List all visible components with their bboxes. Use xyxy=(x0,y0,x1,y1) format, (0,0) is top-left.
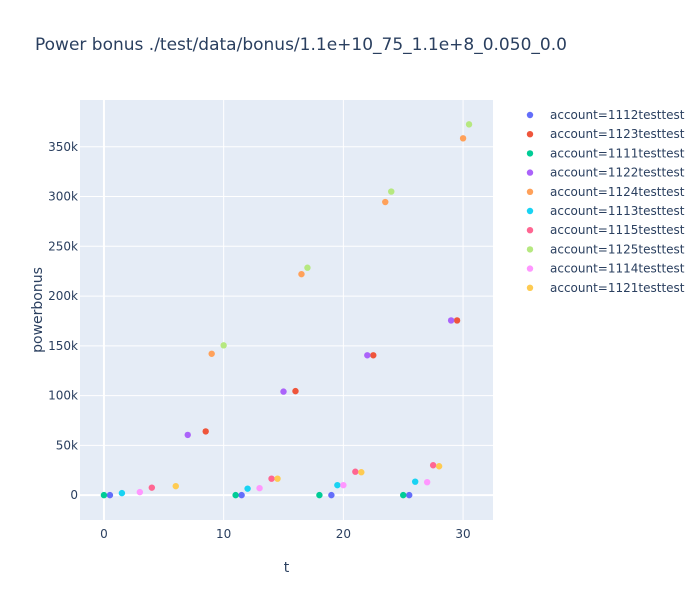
data-point[interactable] xyxy=(316,491,323,499)
data-point[interactable] xyxy=(172,482,179,490)
plot-background xyxy=(80,100,493,520)
data-point[interactable] xyxy=(358,469,365,476)
data-point[interactable] xyxy=(340,481,347,489)
data-point[interactable] xyxy=(268,475,275,482)
y-tick-label: 300k xyxy=(48,190,78,204)
y-tick-label: 250k xyxy=(48,239,78,253)
y-gridlines xyxy=(80,146,493,497)
data-point[interactable] xyxy=(465,121,473,128)
data-point[interactable] xyxy=(382,198,389,206)
x-tick-label: 0 xyxy=(100,527,108,541)
legend-item[interactable]: account=1124testtest xyxy=(526,185,685,199)
data-point[interactable] xyxy=(435,463,443,470)
legend-item[interactable]: account=1121testtest xyxy=(526,281,685,295)
data-point[interactable] xyxy=(364,352,371,359)
legend-item[interactable]: account=1125testtest xyxy=(526,242,685,256)
legend-label: account=1121testtest xyxy=(550,281,685,295)
legend-item[interactable]: account=1112testtest xyxy=(526,108,685,122)
data-point[interactable] xyxy=(202,428,209,435)
x-tick-labels: 0 10 20 30 xyxy=(100,527,471,541)
y-tick-label: 100k xyxy=(48,389,78,403)
data-point[interactable] xyxy=(274,475,281,482)
data-point[interactable] xyxy=(118,489,126,497)
legend-item[interactable]: account=1115testtest xyxy=(526,223,685,237)
y-tick-label: 350k xyxy=(48,140,78,154)
legend-marker xyxy=(526,284,534,291)
data-point[interactable] xyxy=(352,468,359,475)
data-point[interactable] xyxy=(447,317,455,324)
legend-label: account=1115testtest xyxy=(550,223,685,237)
data-point[interactable] xyxy=(244,485,251,492)
x-tick-label: 20 xyxy=(336,527,351,541)
data-point[interactable] xyxy=(400,491,407,499)
data-point[interactable] xyxy=(232,491,239,499)
x-tick-label: 30 xyxy=(455,527,470,541)
data-point[interactable] xyxy=(406,491,413,499)
legend-marker xyxy=(526,150,534,157)
data-point[interactable] xyxy=(280,388,287,395)
legend-label: account=1112testtest xyxy=(550,108,685,122)
data-point[interactable] xyxy=(304,264,311,271)
data-point[interactable] xyxy=(370,352,377,359)
data-point[interactable] xyxy=(238,491,245,499)
x-gridlines xyxy=(102,100,464,520)
legend-marker xyxy=(526,246,534,253)
data-point[interactable] xyxy=(100,491,108,499)
legend-label: account=1111testtest xyxy=(550,146,685,160)
legend-label: account=1123testtest xyxy=(550,127,685,141)
data-point[interactable] xyxy=(423,478,431,486)
legend-label: account=1124testtest xyxy=(550,185,685,199)
legend-label: account=1114testtest xyxy=(550,262,685,276)
data-point[interactable] xyxy=(453,317,461,324)
legend-marker xyxy=(526,207,534,215)
legend-item[interactable]: account=1123testtest xyxy=(526,127,685,141)
chart-title: Power bonus ./test/data/bonus/1.1e+10_75… xyxy=(35,35,567,55)
legend[interactable]: account=1112testtest account=1123testtest… xyxy=(526,108,685,295)
y-tick-label: 150k xyxy=(48,339,78,353)
legend-item[interactable]: account=1113testtest xyxy=(526,204,685,218)
legend-marker xyxy=(526,265,534,272)
data-point[interactable] xyxy=(298,270,305,278)
y-tick-labels: 0 50k 100k 150k 200k 250k 300k 350k xyxy=(48,140,78,502)
legend-item[interactable]: account=1122testtest xyxy=(526,166,685,180)
legend-marker xyxy=(526,227,534,234)
data-point[interactable] xyxy=(459,135,467,142)
data-point[interactable] xyxy=(334,481,341,489)
data-point[interactable] xyxy=(411,478,419,485)
data-point[interactable] xyxy=(208,350,215,357)
legend-marker xyxy=(526,169,534,176)
data-point[interactable] xyxy=(136,488,144,496)
x-axis-title: t xyxy=(284,560,290,576)
legend-marker xyxy=(526,131,534,138)
data-point[interactable] xyxy=(388,188,395,195)
x-tick-label: 10 xyxy=(216,527,231,541)
y-tick-label: 50k xyxy=(56,438,78,452)
data-point[interactable] xyxy=(292,387,299,395)
data-point[interactable] xyxy=(256,484,263,492)
data-points[interactable] xyxy=(100,121,473,499)
legend-item[interactable]: account=1111testtest xyxy=(526,146,685,160)
data-point[interactable] xyxy=(184,431,191,439)
data-point[interactable] xyxy=(148,484,156,491)
legend-label: account=1122testtest xyxy=(550,166,685,180)
y-tick-label: 0 xyxy=(70,488,78,502)
data-point[interactable] xyxy=(328,491,335,499)
legend-marker xyxy=(526,188,534,195)
y-tick-label: 200k xyxy=(48,289,78,303)
legend-label: account=1113testtest xyxy=(550,204,685,218)
data-point[interactable] xyxy=(106,491,114,499)
legend-marker xyxy=(526,111,534,119)
y-axis-title: powerbonus xyxy=(30,267,46,353)
data-point[interactable] xyxy=(220,342,227,349)
legend-item[interactable]: account=1114testtest xyxy=(526,262,685,276)
legend-label: account=1125testtest xyxy=(550,242,685,256)
data-point[interactable] xyxy=(429,462,437,469)
